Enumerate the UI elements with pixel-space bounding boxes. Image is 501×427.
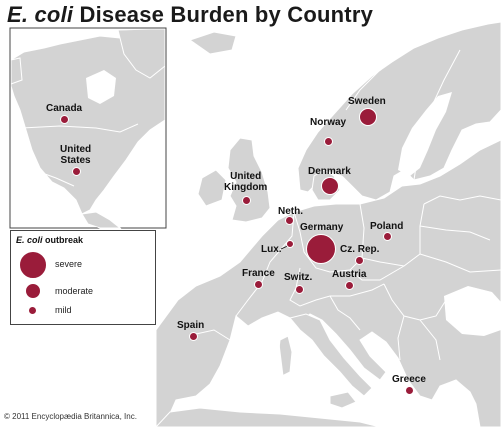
legend-title-rest: outbreak — [43, 235, 84, 245]
legend: E. coli outbreak severe moderate mild — [10, 230, 156, 325]
label-sweden: Sweden — [348, 96, 386, 107]
marker-switzerland[interactable] — [295, 285, 304, 294]
marker-netherlands[interactable] — [285, 216, 294, 225]
marker-austria[interactable] — [345, 281, 354, 290]
legend-title-italic: E. coli — [16, 235, 43, 245]
marker-germany[interactable] — [306, 234, 336, 264]
label-luxembourg: Lux. — [261, 244, 282, 255]
legend-label-severe: severe — [55, 259, 82, 269]
marker-denmark[interactable] — [321, 177, 339, 195]
marker-spain[interactable] — [189, 332, 198, 341]
legend-title: E. coli outbreak — [16, 235, 83, 245]
label-poland: Poland — [370, 221, 403, 232]
marker-greece[interactable] — [405, 386, 414, 395]
marker-canada[interactable] — [60, 115, 69, 124]
label-spain: Spain — [177, 320, 204, 331]
land-alaska — [11, 58, 22, 84]
label-canada: Canada — [46, 103, 82, 114]
map-title: E. coli Disease Burden by Country — [7, 2, 373, 28]
label-norway: Norway — [310, 117, 346, 128]
marker-czech-republic[interactable] — [355, 256, 364, 265]
marker-norway[interactable] — [324, 137, 333, 146]
title-rest: Disease Burden by Country — [73, 2, 373, 27]
label-czech-republic: Cz. Rep. — [340, 244, 379, 255]
label-germany: Germany — [300, 222, 343, 233]
label-netherlands: Neth. — [278, 206, 303, 217]
label-switzerland: Switz. — [284, 272, 312, 283]
label-greece: Greece — [392, 374, 426, 385]
marker-luxembourg[interactable] — [286, 240, 294, 248]
copyright-credit: © 2011 Encyclopædia Britannica, Inc. — [4, 412, 137, 421]
legend-swatch-severe — [19, 251, 47, 279]
label-france: France — [242, 268, 275, 279]
marker-poland[interactable] — [383, 232, 392, 241]
label-denmark: Denmark — [308, 166, 351, 177]
legend-label-mild: mild — [55, 305, 72, 315]
label-united-states: United States — [60, 144, 91, 166]
legend-swatch-moderate — [25, 283, 41, 299]
legend-label-moderate: moderate — [55, 286, 93, 296]
marker-sweden[interactable] — [359, 108, 377, 126]
label-united-kingdom: United Kingdom — [224, 171, 267, 193]
title-italic: E. coli — [7, 2, 73, 27]
marker-france[interactable] — [254, 280, 263, 289]
label-austria: Austria — [332, 269, 366, 280]
marker-united-kingdom[interactable] — [242, 196, 251, 205]
legend-swatch-mild — [28, 306, 37, 315]
marker-united-states[interactable] — [72, 167, 81, 176]
